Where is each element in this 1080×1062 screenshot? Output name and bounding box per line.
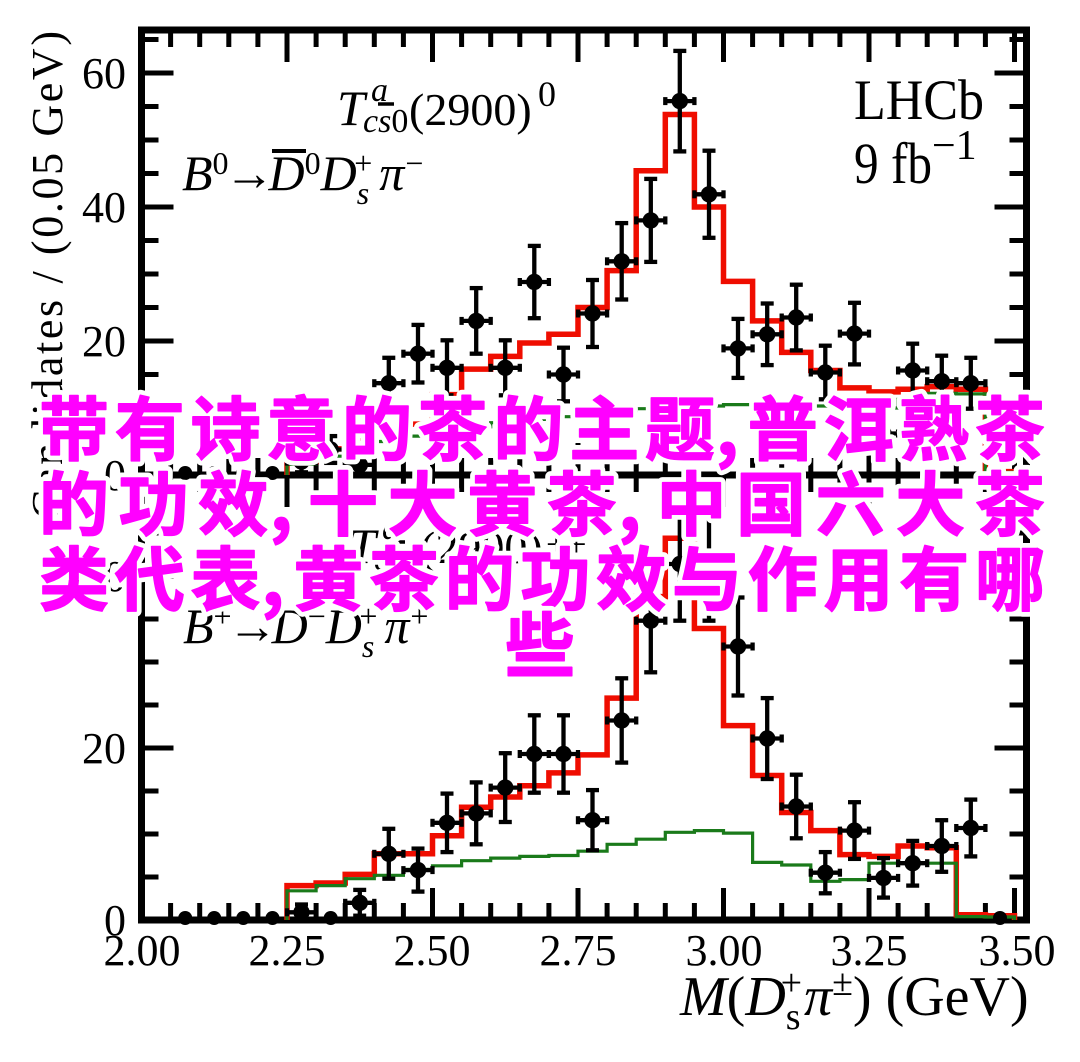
svg-text:0: 0 — [104, 896, 126, 945]
svg-text:T: T — [337, 80, 368, 136]
svg-text:9 fb: 9 fb — [854, 131, 932, 196]
svg-text:2.75: 2.75 — [540, 926, 617, 975]
svg-text:0: 0 — [538, 74, 556, 114]
svg-text:M(Ds+π±) (GeV): M(Ds+π±) (GeV) — [679, 962, 1029, 1038]
svg-text:20: 20 — [82, 724, 126, 773]
svg-text:2.50: 2.50 — [394, 926, 471, 975]
svg-text:3.00: 3.00 — [686, 926, 763, 975]
svg-text:−1: −1 — [932, 123, 977, 169]
svg-text:2.00: 2.00 — [104, 926, 181, 975]
svg-text:3.50: 3.50 — [979, 926, 1056, 975]
svg-text:40: 40 — [82, 183, 126, 232]
svg-text:3.25: 3.25 — [831, 926, 908, 975]
svg-text:60: 60 — [82, 49, 126, 98]
svg-text:cs0: cs0 — [363, 103, 408, 140]
svg-text:LHCb: LHCb — [854, 69, 984, 132]
svg-text:B0→D0Ds+π−: B0→D0Ds+ π− — [182, 145, 423, 211]
svg-text:(2900): (2900) — [409, 84, 532, 135]
svg-text:2.25: 2.25 — [249, 926, 326, 975]
svg-text:a: a — [371, 72, 388, 109]
svg-text:20: 20 — [82, 317, 126, 366]
